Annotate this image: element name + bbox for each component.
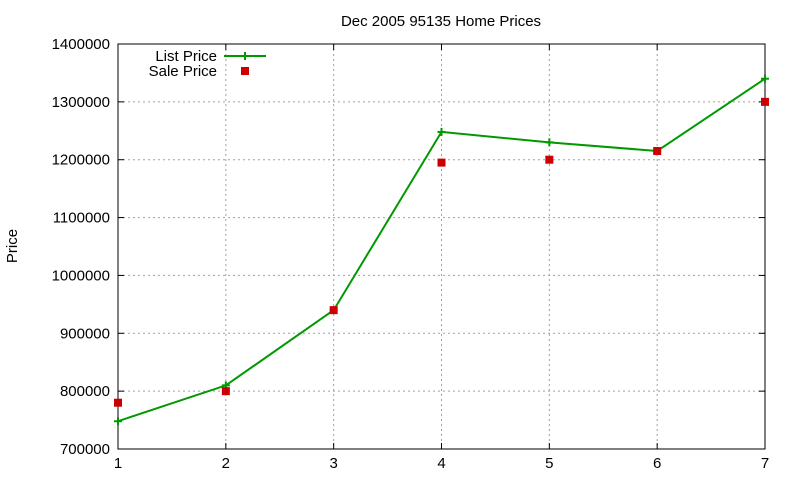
y-tick-label: 700000 (60, 441, 110, 458)
sale-price-point (761, 97, 769, 106)
legend-label-list-price: List Price (155, 48, 217, 65)
legend: List Price Sale Price (149, 48, 266, 80)
y-tick-label: 1100000 (53, 210, 110, 227)
sale-price-point (437, 158, 446, 167)
x-tick-label: 6 (653, 455, 661, 472)
y-tick-label: 1000000 (52, 267, 110, 284)
y-tick-label: 1200000 (52, 152, 110, 169)
sale-price-point (545, 155, 554, 164)
x-tick-label: 3 (329, 455, 337, 472)
x-tick-label: 4 (437, 455, 445, 472)
chart-title: Dec 2005 95135 Home Prices (341, 13, 541, 30)
axes: 700000 800000 900000 1000000 1100000 1200000 1… (52, 36, 770, 472)
sale-price-point (114, 398, 122, 407)
y-axis-label: Price (4, 229, 21, 263)
list-price-point (545, 138, 554, 147)
x-tick-label: 1 (114, 455, 122, 472)
sale-price-point (221, 387, 230, 396)
y-tick-label: 900000 (60, 325, 110, 342)
list-price-point (761, 74, 769, 83)
y-tick-label: 1300000 (52, 94, 110, 111)
x-tick-label: 5 (545, 455, 553, 472)
sale-price-point (329, 306, 338, 315)
legend-swatch-list-price-marker (241, 52, 249, 60)
sale-price-point (653, 147, 662, 156)
x-tick-label: 7 (761, 455, 769, 472)
legend-swatch-sale-price (241, 67, 249, 75)
series (114, 74, 769, 426)
list-price-point (437, 127, 446, 136)
y-tick-label: 800000 (60, 383, 110, 400)
x-tick-label: 2 (222, 455, 230, 472)
y-tick-label: 1400000 (52, 36, 110, 53)
list-price-point (114, 417, 122, 426)
legend-label-sale-price: Sale Price (149, 63, 217, 80)
